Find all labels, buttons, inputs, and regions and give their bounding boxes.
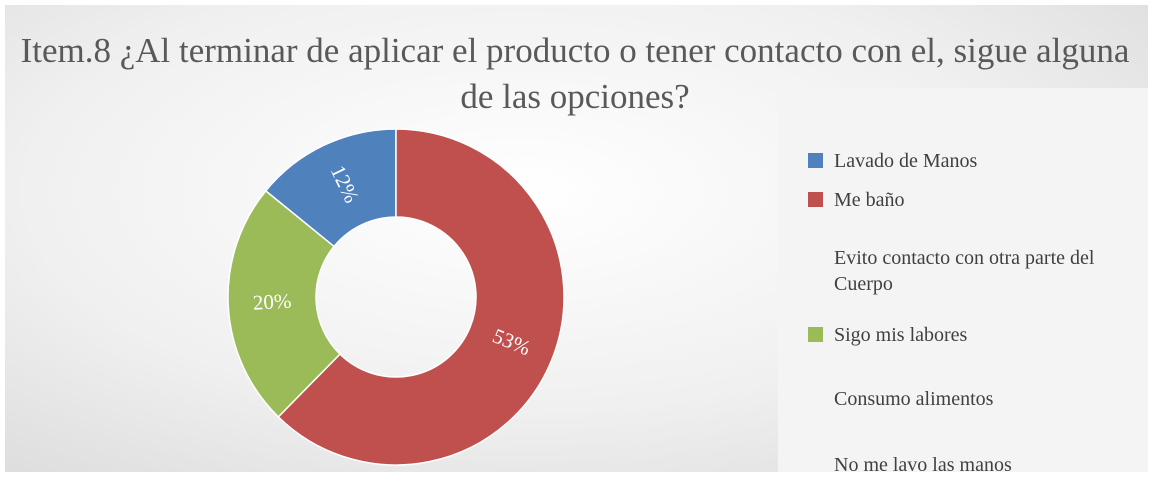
legend-item: No me lavo las manos xyxy=(808,452,1128,478)
chart-title: Item.8 ¿Al terminar de aplicar el produc… xyxy=(20,31,1130,116)
legend-item: Evito contacto con otra parte del Cuerpo xyxy=(808,245,1128,297)
legend-label: Sigo mis labores xyxy=(834,324,968,346)
legend-panel xyxy=(778,88,1148,472)
legend-label: Me baño xyxy=(834,189,905,211)
donut-slice xyxy=(277,128,565,466)
legend-swatch xyxy=(808,153,823,168)
legend-swatch xyxy=(808,192,823,207)
legend-swatch xyxy=(808,327,823,342)
legend-item: Sigo mis labores xyxy=(808,322,1128,348)
donut-slice xyxy=(227,189,342,418)
legend-label: No me lavo las manos xyxy=(834,454,1012,476)
legend-item: Consumo alimentos xyxy=(808,386,1128,412)
data-label: 20% xyxy=(252,289,292,315)
legend-label: Evito contacto con otra parte del Cuerpo xyxy=(834,247,1095,295)
legend-item: Lavado de Manos xyxy=(808,148,1128,174)
legend-label: Lavado de Manos xyxy=(834,150,978,172)
legend-label: Consumo alimentos xyxy=(834,388,994,410)
legend-item: Me baño xyxy=(808,187,1128,213)
